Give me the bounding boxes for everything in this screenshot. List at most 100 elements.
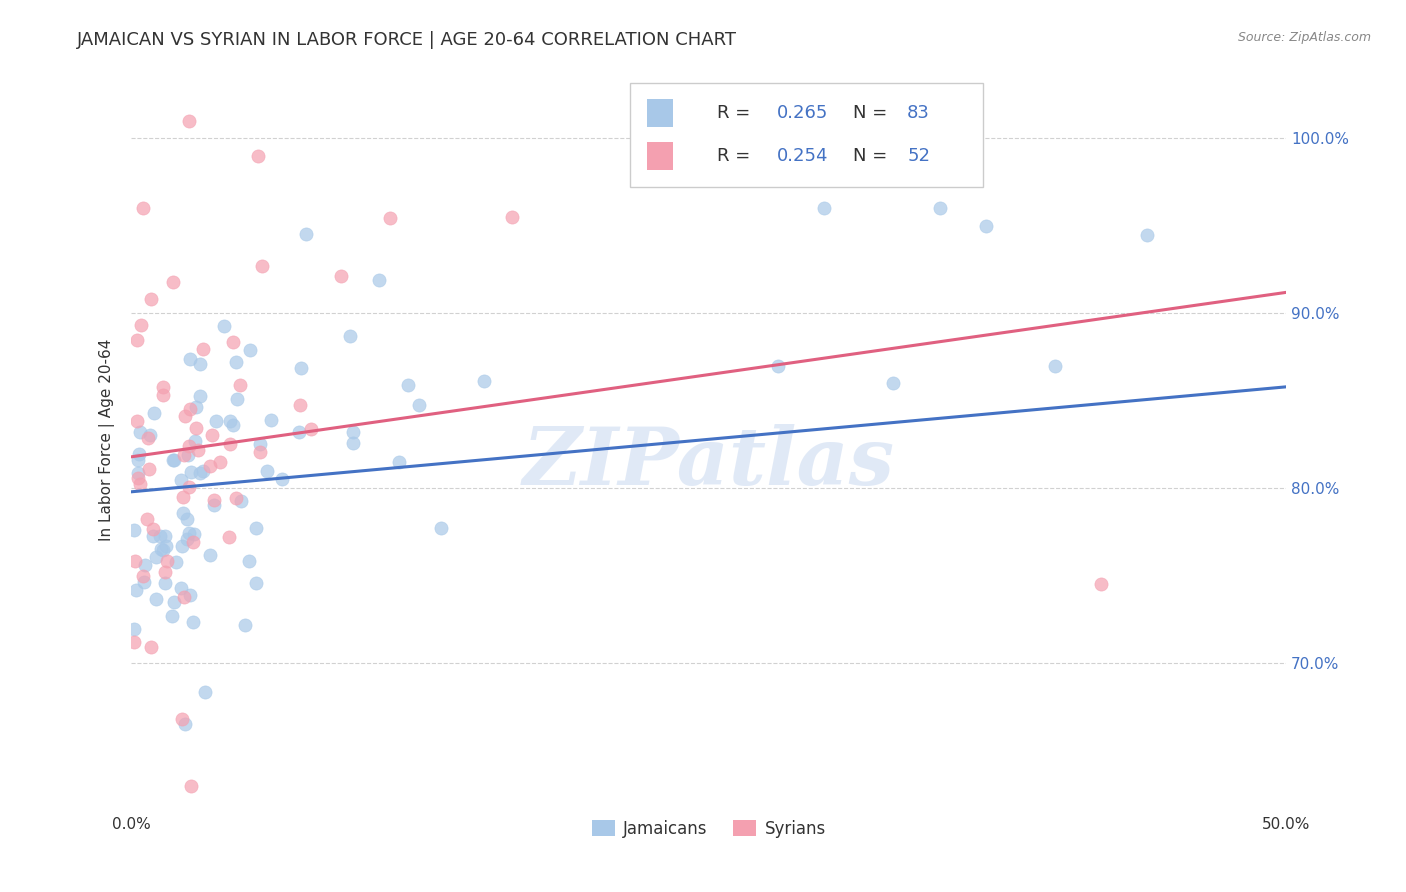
Point [184, 434, 207, 449]
Point [177, 480, 200, 494]
Point [290, 361, 312, 376]
Point [138, 462, 160, 476]
Point [1043, 359, 1066, 373]
Point [247, 149, 270, 163]
Point [163, 595, 186, 609]
Point [132, 202, 155, 216]
Point [226, 392, 249, 406]
Point [125, 582, 148, 597]
Point [256, 464, 278, 478]
Point [162, 453, 184, 467]
Point [219, 437, 242, 451]
Point [155, 565, 177, 579]
Point [134, 575, 156, 590]
Point [155, 529, 177, 543]
Point [1136, 227, 1159, 242]
Point [160, 608, 183, 623]
FancyBboxPatch shape [647, 142, 673, 170]
Legend: Jamaicans, Syrians: Jamaicans, Syrians [585, 814, 832, 845]
Point [125, 414, 148, 428]
Text: 83: 83 [907, 104, 931, 122]
Point [129, 425, 152, 440]
Point [145, 549, 167, 564]
Text: N =: N = [853, 104, 893, 122]
Point [180, 779, 202, 793]
Point [173, 716, 195, 731]
Point [235, 617, 257, 632]
Point [396, 378, 419, 392]
Point [222, 417, 245, 432]
Point [408, 398, 430, 412]
Point [149, 529, 172, 543]
Point [142, 522, 165, 536]
Point [188, 466, 211, 480]
Point [193, 342, 215, 356]
Point [198, 549, 221, 563]
Point [974, 219, 997, 233]
Point [238, 554, 260, 568]
Point [155, 576, 177, 591]
Point [152, 380, 174, 394]
Point [766, 359, 789, 373]
Text: 0.265: 0.265 [776, 104, 828, 122]
Point [201, 427, 224, 442]
Point [127, 334, 149, 348]
Point [172, 506, 194, 520]
Text: N =: N = [853, 147, 893, 165]
Point [299, 421, 322, 435]
Point [124, 554, 146, 568]
Point [218, 530, 240, 544]
Point [141, 529, 163, 543]
Point [472, 374, 495, 388]
Point [173, 590, 195, 604]
Point [188, 389, 211, 403]
Point [156, 554, 179, 568]
Point [173, 449, 195, 463]
Point [245, 521, 267, 535]
Point [378, 211, 401, 226]
Point [209, 455, 232, 469]
Point [127, 466, 149, 480]
Point [184, 400, 207, 414]
Point [129, 318, 152, 332]
Point [134, 558, 156, 573]
Point [249, 437, 271, 451]
Point [202, 492, 225, 507]
Point [170, 539, 193, 553]
Point [294, 227, 316, 242]
Point [250, 260, 273, 274]
Point [187, 442, 209, 457]
Point [288, 425, 311, 439]
Point [122, 622, 145, 636]
Point [202, 499, 225, 513]
Point [127, 453, 149, 467]
Point [430, 521, 453, 535]
Point [122, 523, 145, 537]
Point [165, 555, 187, 569]
Point [150, 541, 173, 556]
Point [136, 512, 159, 526]
Point [180, 465, 202, 479]
Point [173, 409, 195, 423]
Point [181, 535, 204, 549]
Point [177, 440, 200, 454]
Point [139, 292, 162, 306]
Point [129, 477, 152, 491]
Point [249, 445, 271, 459]
Point [139, 640, 162, 654]
Point [214, 318, 236, 333]
Point [128, 447, 150, 461]
Text: 0.254: 0.254 [776, 147, 828, 165]
Point [152, 542, 174, 557]
Point [188, 358, 211, 372]
Point [339, 328, 361, 343]
Point [138, 427, 160, 442]
Y-axis label: In Labor Force | Age 20-64: In Labor Force | Age 20-64 [100, 339, 115, 541]
Point [181, 615, 204, 629]
Point [176, 512, 198, 526]
Point [813, 202, 835, 216]
Point [205, 414, 228, 428]
Point [191, 464, 214, 478]
Point [222, 335, 245, 350]
Point [270, 472, 292, 486]
